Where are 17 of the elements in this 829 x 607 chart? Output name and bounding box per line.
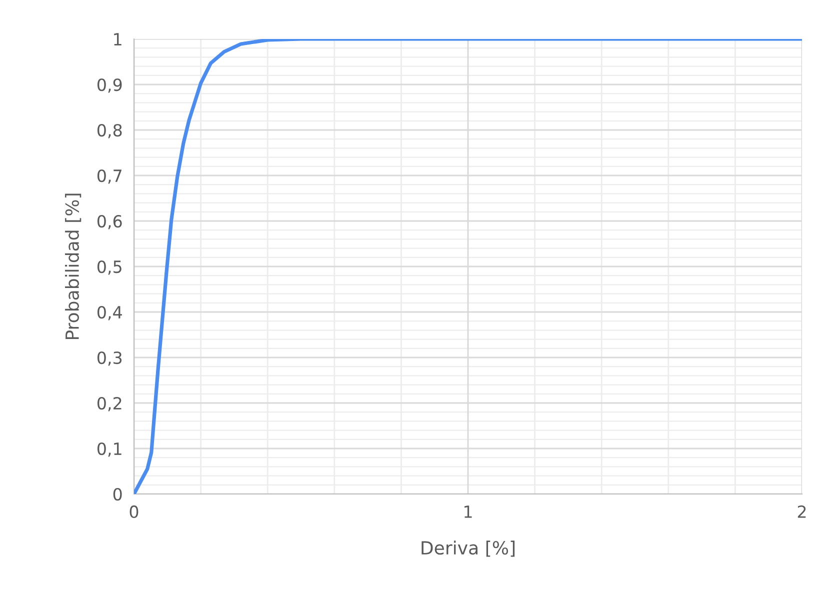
y-tick-label: 0,1 — [97, 442, 122, 457]
y-tick-label: 0,2 — [97, 396, 122, 412]
x-tick-label: 0 — [130, 505, 138, 518]
x-axis-title: Deriva [%] — [422, 540, 515, 557]
y-tick-label: 0,3 — [97, 351, 122, 366]
y-tick-label: 0 — [113, 488, 122, 501]
y-tick-label: 0,4 — [97, 306, 122, 320]
y-tick-label: 0,7 — [97, 169, 122, 184]
y-tick-label: 0,8 — [97, 124, 122, 138]
line-series — [134, 39, 802, 494]
x-tick-label: 2 — [798, 505, 806, 518]
y-tick-label: 1 — [114, 33, 122, 46]
y-tick-label: 0,6 — [97, 214, 122, 230]
x-tick-label: 1 — [464, 506, 472, 518]
y-axis-title: Probabilidad [%] — [65, 194, 82, 340]
y-tick-label: 0,5 — [97, 260, 122, 275]
y-tick-label: 0,9 — [97, 78, 122, 93]
